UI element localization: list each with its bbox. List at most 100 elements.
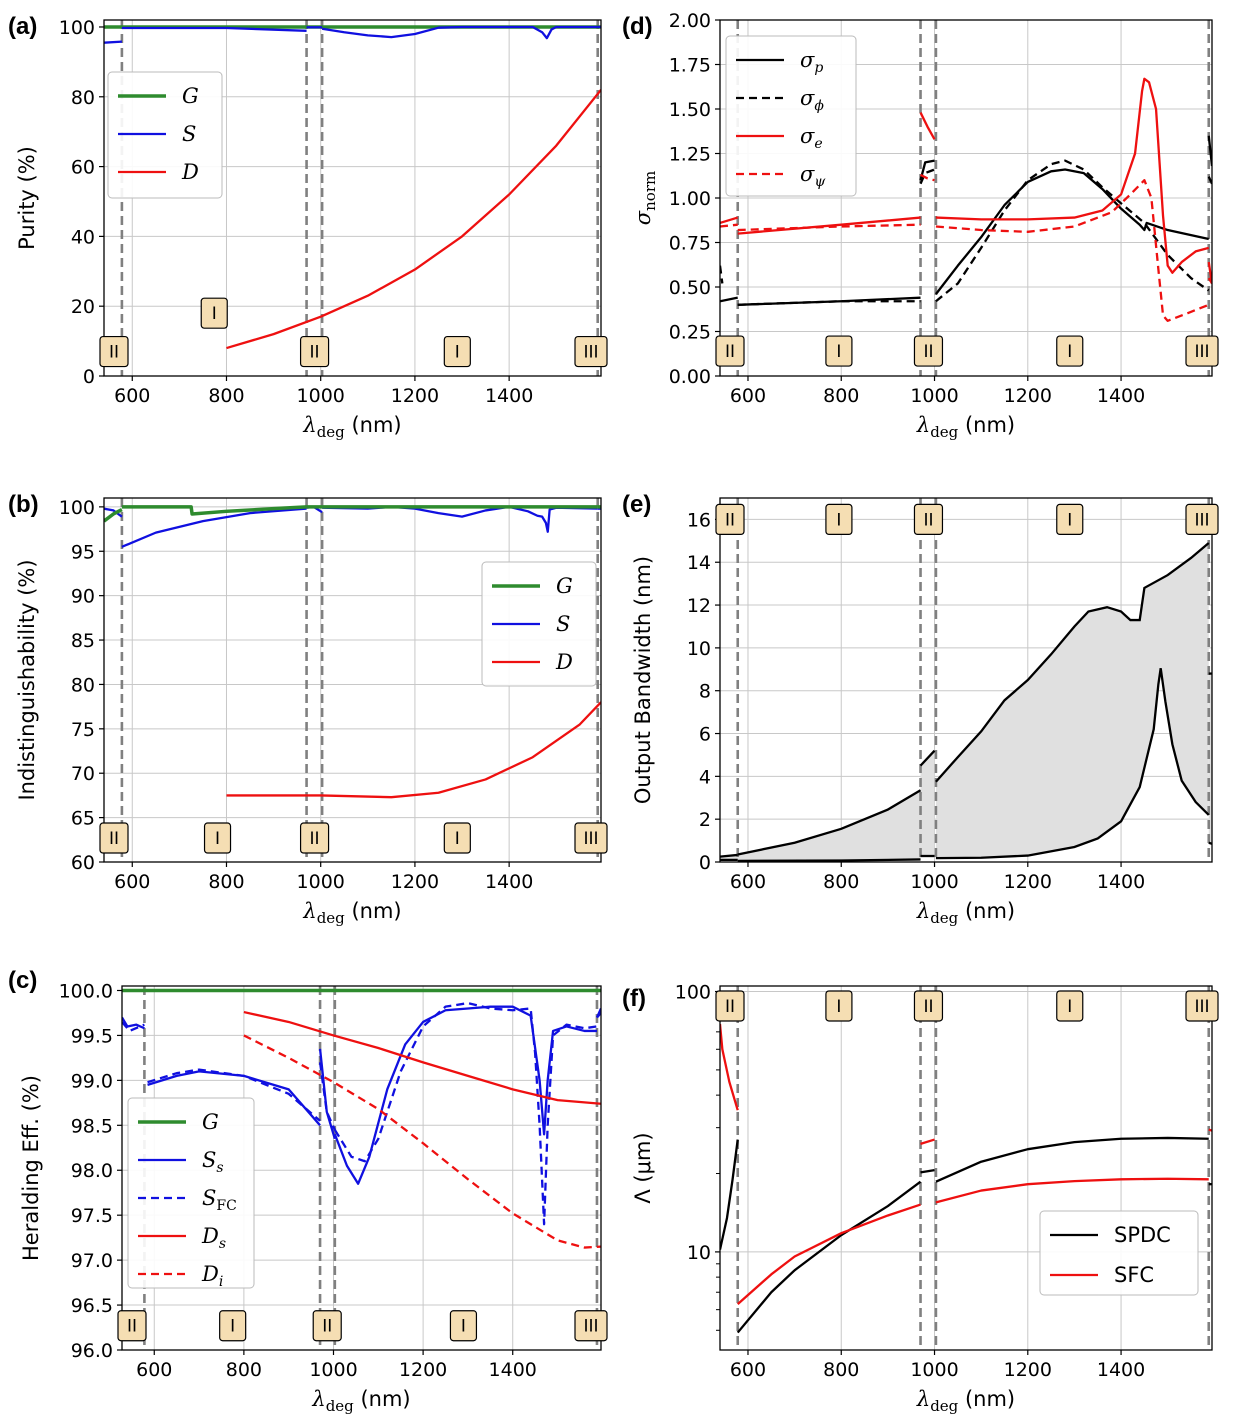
region-label-III: III <box>1185 335 1219 367</box>
legend: SPDC SFC <box>1039 1210 1199 1296</box>
series-line-Ss <box>147 1070 321 1127</box>
x-tick-label: 1200 <box>1004 385 1052 407</box>
x-tick-label: 1200 <box>1004 871 1052 893</box>
bandwidth-band <box>720 542 1212 861</box>
x-tick-label: 1400 <box>485 871 533 893</box>
panel-f: (f) 600 800 1000 1200 1400 10 100 λdeg (nm) Λ (μm… <box>622 982 1219 1415</box>
svg-text:II: II <box>109 829 119 849</box>
region-label-II: II <box>715 990 745 1022</box>
region-label-III: III <box>1185 990 1219 1022</box>
region-label-II: II <box>99 335 129 368</box>
svg-text:III: III <box>1194 342 1209 362</box>
series-group <box>720 1023 1212 1334</box>
phase-boundaries <box>736 498 1211 862</box>
legend-label: SFC <box>202 1186 237 1214</box>
y-tick-label: 70 <box>71 763 95 785</box>
grid <box>122 986 601 1351</box>
axes-frame <box>103 19 602 377</box>
y-tick-label: 2.00 <box>669 10 711 32</box>
y-tick-label: 8 <box>699 681 711 703</box>
band-upper-line <box>720 853 738 858</box>
series-line-σϕ <box>919 168 935 185</box>
y-tick-label: 100 <box>59 17 95 39</box>
legend-label: S <box>556 612 570 636</box>
region-label-II: II <box>913 503 944 536</box>
x-tick-label: 1000 <box>910 871 958 893</box>
series-line-Ds <box>243 1010 601 1105</box>
legend-label: S <box>182 122 196 146</box>
series-line-SFC <box>122 1021 145 1033</box>
series-line-σp <box>720 296 738 303</box>
y-tick-label: 1.50 <box>669 99 711 121</box>
y-tick-label: 99.5 <box>71 1025 113 1047</box>
region-label-I: I <box>1056 335 1084 367</box>
x-axis-label: λdeg (nm) <box>916 899 1015 927</box>
y-axis-label: Heralding Eff. (%) <box>19 1075 43 1261</box>
legend-label: σp <box>800 48 823 76</box>
region-label-I: I <box>203 822 232 854</box>
region-label-II: II <box>299 335 330 368</box>
x-tick-label: 600 <box>136 1359 172 1381</box>
panel-b: (b) 600 800 1000 1200 1400 60 65 70 75 80 85 90 95 100… <box>8 491 608 927</box>
series-line-SFC <box>720 1023 739 1111</box>
y-tick-label: 14 <box>687 552 711 574</box>
band-upper-line <box>935 542 1210 783</box>
x-tick-label: 1400 <box>1097 385 1145 407</box>
x-tick-label: 1000 <box>297 871 345 893</box>
series-line-σψ <box>737 223 921 232</box>
svg-text:III: III <box>583 829 598 849</box>
y-tick-label: 97.0 <box>71 1250 113 1272</box>
series-line-σe <box>737 216 921 235</box>
svg-text:I: I <box>212 304 217 324</box>
svg-text:II: II <box>725 342 735 362</box>
y-tick-label: 75 <box>71 719 95 741</box>
grid <box>716 986 1212 1350</box>
svg-text:I: I <box>215 829 220 849</box>
series-line-SFC <box>596 1012 601 1019</box>
series-line-σp <box>935 168 1209 295</box>
x-tick-label: 1000 <box>297 385 345 407</box>
region-label-I: I <box>443 335 471 368</box>
series-line-σe <box>919 112 936 140</box>
legend-label: σϕ <box>800 86 824 114</box>
series-line-SPDC <box>935 1136 1209 1183</box>
legend-label: σψ <box>800 162 826 190</box>
y-tick-label: 99.0 <box>71 1070 113 1092</box>
svg-text:I: I <box>461 1317 466 1337</box>
panel-e: (e) 600 800 1000 1200 1400 0 2 4 6 8 10 12 14 16 λdeg (… <box>622 491 1219 927</box>
x-tick-label: 600 <box>730 1359 766 1381</box>
legend-label: Di <box>201 1262 223 1290</box>
panel-letter: (b) <box>8 491 39 518</box>
y-tick-label: 12 <box>687 595 711 617</box>
y-tick-label: 0.00 <box>669 366 711 388</box>
series-line-SFC <box>736 1203 921 1306</box>
x-tick-label: 800 <box>823 871 859 893</box>
series-line-σe <box>720 216 739 225</box>
panel-letter: (f) <box>622 985 646 1012</box>
legend-label: Ss <box>202 1148 224 1176</box>
y-tick-label: 60 <box>71 157 95 179</box>
legend-label: D <box>181 160 199 184</box>
svg-text:I: I <box>1067 510 1072 530</box>
y-tick-label: 95 <box>71 541 95 563</box>
panel-letter: (a) <box>8 13 37 40</box>
x-tick-label: 1200 <box>399 1359 447 1381</box>
region-label-I: I <box>449 1310 478 1342</box>
x-tick-label: 1400 <box>1097 1359 1145 1381</box>
region-label-II: II <box>913 990 944 1022</box>
region-label-III: III <box>574 822 608 854</box>
svg-text:II: II <box>923 510 933 530</box>
y-axis-label: σnorm <box>631 171 659 225</box>
y-tick-label: 100.0 <box>59 980 113 1002</box>
x-tick-label: 600 <box>114 871 150 893</box>
svg-text:III: III <box>583 1317 598 1337</box>
series-line-SPDC <box>920 1169 935 1174</box>
band-lower-line <box>737 858 921 862</box>
region-label-III: III <box>1185 503 1219 536</box>
region-label-I: I <box>219 1310 247 1342</box>
x-tick-label: 1000 <box>910 1359 958 1381</box>
y-tick-label: 100 <box>59 497 95 519</box>
region-label-II: II <box>299 822 330 854</box>
y-tick-label: 80 <box>71 87 95 109</box>
svg-text:II: II <box>322 1317 332 1337</box>
